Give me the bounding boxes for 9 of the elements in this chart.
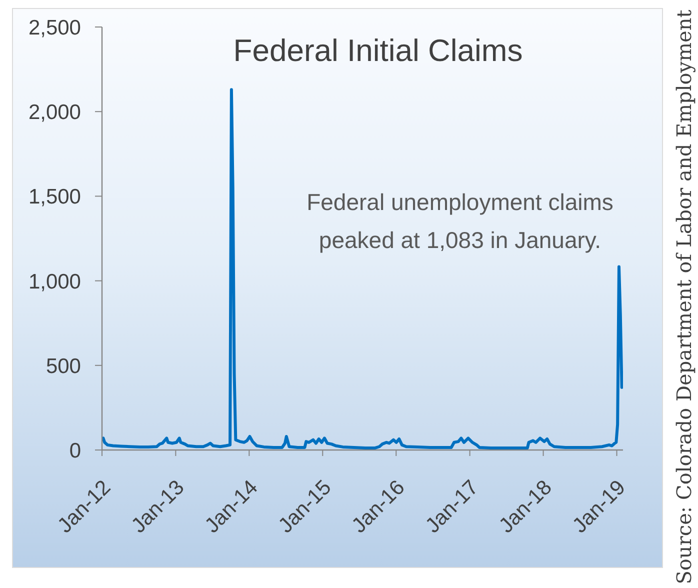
y-tick-label: 500	[46, 354, 81, 378]
chart-title: Federal Initial Claims	[232, 33, 524, 69]
annotation: Federal unemployment claims peaked at 1,083 in January.	[306, 188, 614, 255]
y-tick-label: 2,000	[28, 101, 81, 124]
y-tick-label: 1,000	[28, 270, 81, 294]
y-tick-label: 2,500	[28, 16, 81, 40]
source-note: Source: Colorado Department of Labor and Employment	[672, 10, 696, 584]
y-tick-label: 1,500	[28, 186, 81, 209]
y-tick-label: 0	[69, 439, 81, 462]
